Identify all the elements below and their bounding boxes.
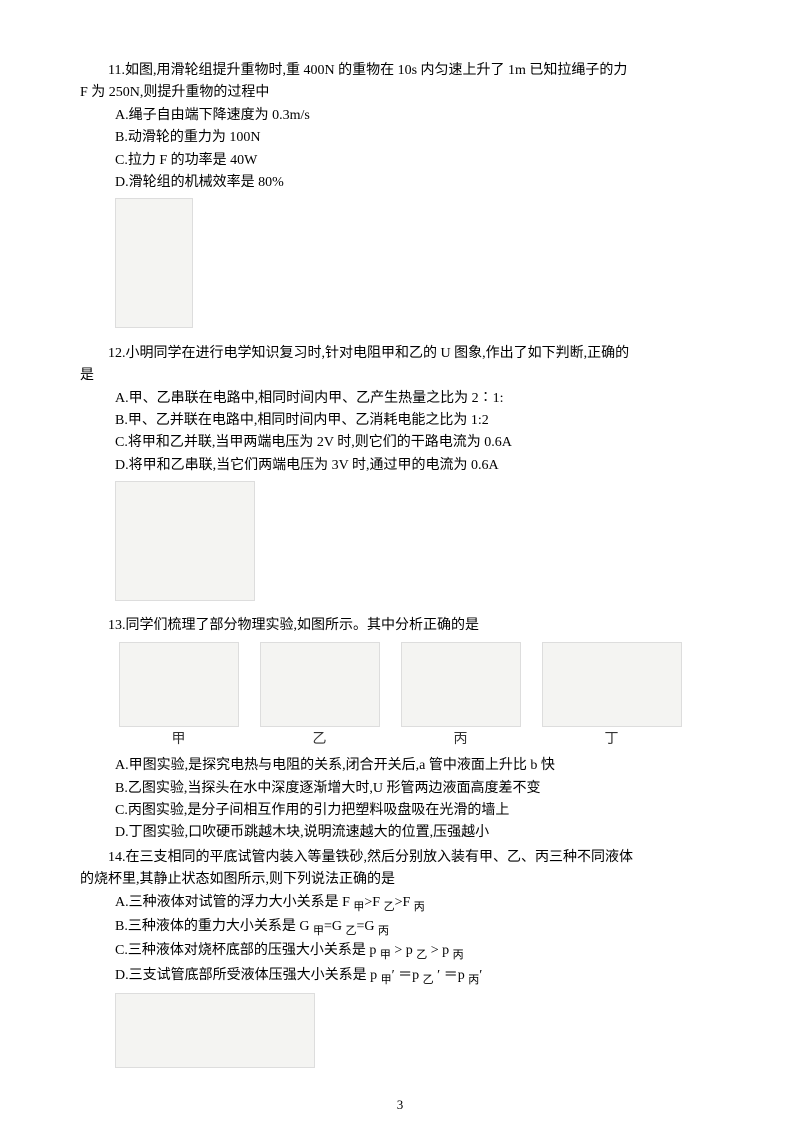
q12-ui-graph-figure: [115, 481, 255, 601]
q11-stem-line1: 11.如图,用滑轮组提升重物时,重 400N 的重物在 10s 内匀速上升了 1…: [80, 60, 720, 82]
q14-stem-line2: 的烧杯里,其静止状态如图所示,则下列说法正确的是: [80, 869, 720, 891]
q13-figure-bing: 丙: [401, 642, 521, 751]
q13-figure-jia: 甲: [119, 642, 239, 751]
q13-option-c: C.丙图实验,是分子间相互作用的引力把塑料吸盘吸在光滑的墙上: [80, 800, 720, 822]
q14-option-a: A.三种液体对试管的浮力大小关系是 F 甲>F 乙>F 丙: [80, 892, 720, 916]
q11-option-b: B.动滑轮的重力为 100N: [80, 127, 720, 149]
q14-option-b: B.三种液体的重力大小关系是 G 甲=G 乙=G 丙: [80, 916, 720, 940]
q14-stem-line1: 14.在三支相同的平底试管内装入等量铁砂,然后分别放入装有甲、乙、丙三种不同液体: [80, 847, 720, 869]
q12-stem-line2: 是: [80, 365, 720, 387]
q12-option-a: A.甲、乙串联在电路中,相同时间内甲、乙产生热量之比为 2∶1:: [80, 388, 720, 410]
q13-option-a: A.甲图实验,是探究电热与电阻的关系,闭合开关后,a 管中液面上升比 b 快: [80, 755, 720, 777]
q14-option-c: C.三种液体对烧杯底部的压强大小关系是 p 甲 > p 乙 > p 丙: [80, 940, 720, 964]
q11-pulley-figure: [115, 198, 193, 328]
question-12: 12.小明同学在进行电学知识复习时,针对电阻甲和乙的 U 图象,作出了如下判断,…: [80, 343, 720, 614]
q11-stem-line2: F 为 250N,则提升重物的过程中: [80, 82, 720, 104]
q11-option-a: A.绳子自由端下降速度为 0.3m/s: [80, 105, 720, 127]
q13-label-jia: 甲: [172, 732, 186, 747]
q13-figure-yi: 乙: [260, 642, 380, 751]
q13-figure-row: 甲 乙 丙 丁: [108, 642, 692, 751]
q12-stem-line1: 12.小明同学在进行电学知识复习时,针对电阻甲和乙的 U 图象,作出了如下判断,…: [80, 343, 720, 365]
q12-option-d: D.将甲和乙串联,当它们两端电压为 3V 时,通过甲的电流为 0.6A: [80, 455, 720, 477]
question-14: 14.在三支相同的平底试管内装入等量铁砂,然后分别放入装有甲、乙、丙三种不同液体…: [80, 847, 720, 1081]
q13-label-bing: 丙: [454, 732, 468, 747]
q11-option-d: D.滑轮组的机械效率是 80%: [80, 172, 720, 194]
q13-stem: 13.同学们梳理了部分物理实验,如图所示。其中分析正确的是: [80, 615, 720, 637]
page-number: 3: [0, 1095, 800, 1116]
q14-option-d: D.三支试管底部所受液体压强大小关系是 p 甲′ ＝p 乙 ′ ＝p 丙′: [80, 965, 720, 989]
q12-option-b: B.甲、乙并联在电路中,相同时间内甲、乙消耗电能之比为 1:2: [80, 410, 720, 432]
q14-beaker-figure: [115, 993, 315, 1068]
q13-label-yi: 乙: [313, 732, 327, 747]
q13-option-d: D.丁图实验,口吹硬币跳越木块,说明流速越大的位置,压强越小: [80, 822, 720, 844]
q12-option-c: C.将甲和乙并联,当甲两端电压为 2V 时,则它们的干路电流为 0.6A: [80, 432, 720, 454]
q11-option-c: C.拉力 F 的功率是 40W: [80, 150, 720, 172]
q13-figure-ding: 丁: [542, 642, 682, 751]
question-13: 13.同学们梳理了部分物理实验,如图所示。其中分析正确的是 甲 乙 丙 丁 A.…: [80, 615, 720, 844]
question-11: 11.如图,用滑轮组提升重物时,重 400N 的重物在 10s 内匀速上升了 1…: [80, 60, 720, 341]
q13-label-ding: 丁: [605, 732, 619, 747]
q13-option-b: B.乙图实验,当探头在水中深度逐渐增大时,U 形管两边液面高度差不变: [80, 778, 720, 800]
